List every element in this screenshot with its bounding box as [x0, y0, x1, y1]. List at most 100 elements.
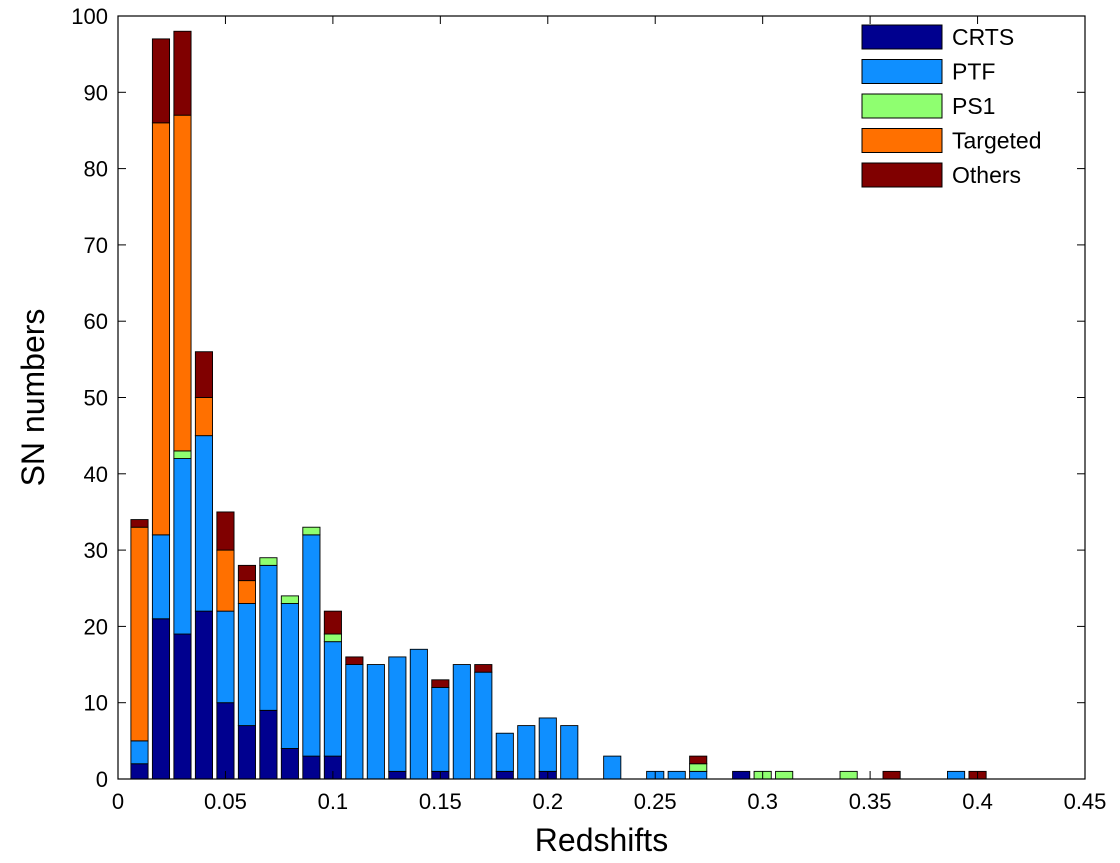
bar-others-4	[216, 511, 235, 551]
legend-swatch-targeted	[861, 128, 943, 153]
bar-ptf-9	[323, 641, 342, 757]
bar-ptf-22	[603, 755, 622, 780]
bar-ptf-20	[560, 725, 579, 780]
x-tick-label: 0	[112, 789, 124, 814]
y-axis-title: SN numbers	[15, 309, 51, 487]
y-tick-label: 70	[84, 233, 108, 258]
y-tick-label: 30	[84, 538, 108, 563]
bar-others-35	[882, 770, 901, 780]
bars-layer	[130, 30, 987, 780]
legend-label-ps1: PS1	[952, 93, 995, 119]
bar-ptf-5	[237, 603, 256, 727]
bar-crts-4	[216, 702, 235, 780]
bar-others-14	[431, 679, 450, 688]
bar-crts-2	[173, 633, 192, 780]
bar-ptf-18	[517, 725, 536, 780]
bar-ptf-3	[194, 435, 214, 612]
bar-ptf-12	[388, 656, 407, 772]
bar-ptf-14	[431, 686, 450, 772]
bar-others-10	[345, 656, 364, 665]
bar-ptf-11	[366, 664, 385, 780]
y-tick-label: 80	[84, 157, 108, 182]
bar-ptf-4	[216, 610, 235, 704]
bar-targeted-0	[130, 526, 149, 742]
bar-ptf-13	[409, 648, 428, 780]
bar-targeted-3	[194, 397, 214, 437]
bar-ps1-30	[775, 770, 794, 780]
bar-ptf-19	[538, 717, 557, 772]
y-tick-label: 0	[96, 767, 108, 792]
bar-crts-12	[388, 770, 407, 780]
x-tick-label: 0.2	[532, 789, 563, 814]
bar-ps1-2	[173, 450, 192, 459]
bar-ptf-17	[495, 732, 514, 772]
x-tick-label: 0.15	[419, 789, 462, 814]
bar-others-26	[689, 755, 708, 765]
bar-ps1-26	[689, 763, 708, 772]
axis-ticks	[117, 15, 1086, 780]
bar-crts-28	[732, 770, 751, 780]
bar-others-5	[237, 564, 256, 582]
bar-ptf-1	[151, 534, 171, 620]
bar-others-9	[323, 610, 342, 635]
y-tick-label: 50	[84, 386, 108, 411]
bar-ptf-25	[667, 770, 686, 780]
bar-ps1-7	[280, 595, 299, 604]
legend-label-targeted: Targeted	[952, 128, 1042, 154]
bar-ptf-10	[345, 664, 364, 780]
legend-label-others: Others	[952, 162, 1021, 188]
bar-targeted-5	[237, 580, 256, 604]
bar-ptf-0	[130, 740, 149, 765]
bar-ptf-8	[302, 534, 321, 757]
bar-crts-5	[237, 725, 256, 780]
bar-others-0	[130, 519, 149, 528]
bar-ptf-38	[947, 770, 966, 780]
bar-crts-8	[302, 755, 321, 780]
legend-swatch-ps1	[861, 93, 943, 119]
bar-ptf-15	[452, 664, 471, 780]
y-tick-label: 40	[84, 462, 108, 487]
bar-ptf-2	[173, 458, 192, 635]
bar-targeted-2	[173, 114, 192, 452]
bar-crts-7	[280, 748, 299, 780]
bar-others-3	[194, 351, 214, 398]
legend-swatch-others	[861, 162, 943, 188]
x-tick-label: 0.25	[634, 789, 677, 814]
y-tick-label: 10	[84, 691, 108, 716]
y-tick-label: 100	[71, 4, 108, 29]
bar-ptf-16	[474, 671, 493, 780]
bar-others-2	[173, 30, 192, 116]
bar-targeted-4	[216, 549, 235, 612]
bar-ps1-6	[259, 557, 278, 566]
legend-swatch-crts	[861, 24, 943, 50]
bar-ptf-6	[259, 564, 278, 711]
bar-crts-3	[194, 610, 214, 780]
x-tick-label: 0.4	[962, 789, 993, 814]
y-tick-label: 90	[84, 80, 108, 105]
bar-others-16	[474, 664, 493, 673]
legend-swatch-ptf	[861, 59, 943, 84]
bar-others-1	[151, 38, 171, 124]
bar-ptf-26	[689, 770, 708, 780]
legend: CRTS PTF PS1 Targeted Others	[861, 24, 1042, 188]
y-tick-label: 60	[84, 309, 108, 334]
bar-ps1-33	[839, 770, 858, 780]
x-axis-title: Redshifts	[535, 822, 668, 858]
legend-label-crts: CRTS	[952, 24, 1014, 50]
y-tick-labels: 0 10 20 30 40 50 60 70 80 90 100	[71, 4, 108, 792]
bar-targeted-1	[151, 122, 171, 536]
x-tick-label: 0.3	[747, 789, 778, 814]
x-tick-label: 0.1	[318, 789, 349, 814]
bar-crts-1	[151, 618, 171, 780]
bar-crts-0	[130, 763, 149, 780]
x-tick-label: 0.45	[1064, 789, 1107, 814]
x-tick-label: 0.05	[204, 789, 247, 814]
bar-ps1-8	[302, 526, 321, 536]
x-tick-label: 0.35	[849, 789, 892, 814]
x-tick-labels: 0 0.05 0.1 0.15 0.2 0.25 0.3 0.35 0.4 0.45	[112, 789, 1107, 814]
bar-crts-17	[495, 770, 514, 780]
legend-label-ptf: PTF	[952, 59, 995, 85]
bar-crts-6	[259, 709, 278, 780]
